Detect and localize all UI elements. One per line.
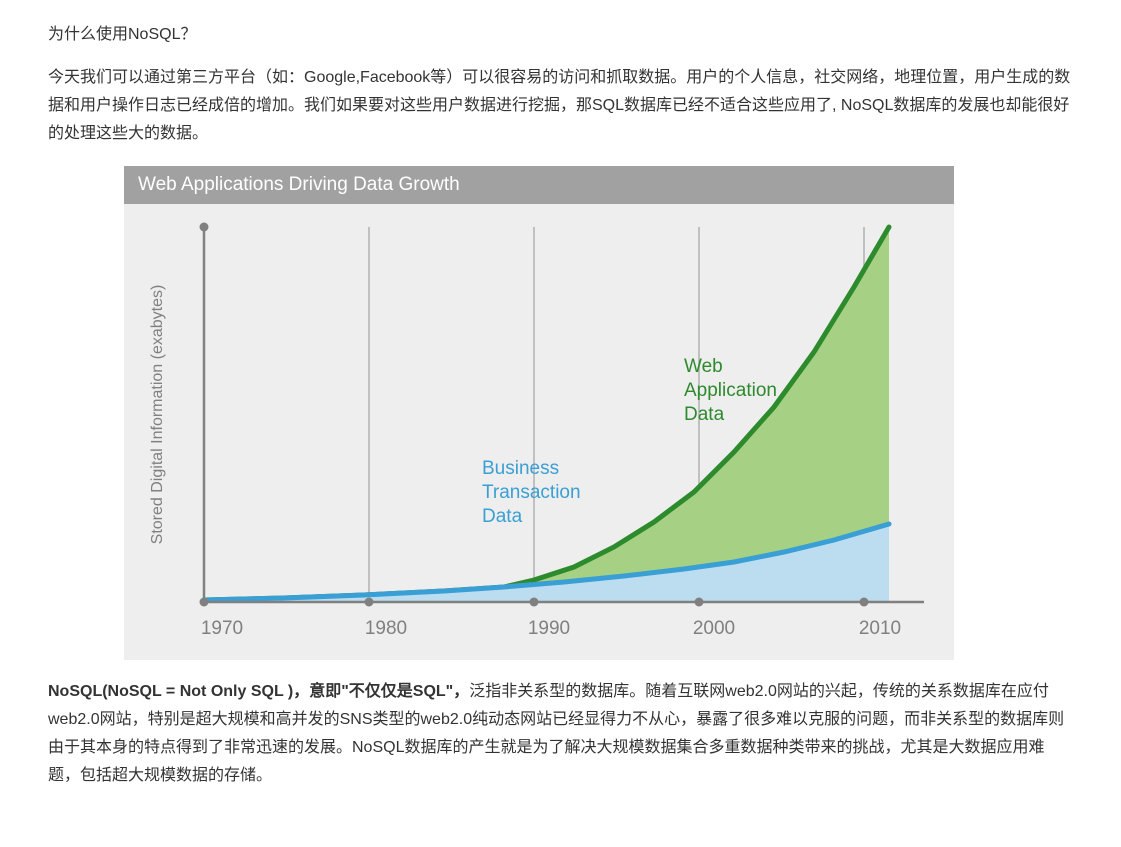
tick-dot xyxy=(860,598,869,607)
section-heading: 为什么使用NoSQL？ xyxy=(48,20,1073,44)
x-tick-label: 2010 xyxy=(859,618,901,639)
tick-dot xyxy=(530,598,539,607)
x-tick-label: 1980 xyxy=(365,618,407,639)
series-label: Transaction xyxy=(482,482,581,503)
chart-svg: Stored Digital Information (exabytes) 197… xyxy=(134,222,944,652)
x-tick-label: 1970 xyxy=(201,618,243,639)
chart-body: Stored Digital Information (exabytes) 197… xyxy=(124,204,954,660)
paragraph-intro: 今天我们可以通过第三方平台（如：Google,Facebook等）可以很容易的访… xyxy=(48,64,1073,148)
axis-dot xyxy=(200,223,209,232)
series-area xyxy=(204,227,889,602)
series-label: Data xyxy=(684,404,725,425)
series-label: Data xyxy=(482,506,523,527)
definition-bold: NoSQL(NoSQL = Not Only SQL )，意即"不仅仅是SQL"… xyxy=(48,683,469,700)
x-tick-label: 2000 xyxy=(693,618,735,639)
tick-dot xyxy=(200,598,209,607)
series-label: Application xyxy=(684,380,777,401)
y-axis-label: Stored Digital Information (exabytes) xyxy=(149,285,166,545)
tick-dot xyxy=(695,598,704,607)
series-label: Web xyxy=(684,356,723,377)
chart-title: Web Applications Driving Data Growth xyxy=(124,166,954,204)
paragraph-definition: NoSQL(NoSQL = Not Only SQL )，意即"不仅仅是SQL"… xyxy=(48,678,1073,790)
series-label: Business xyxy=(482,458,559,479)
tick-dot xyxy=(365,598,374,607)
chart-container: Web Applications Driving Data Growth Sto… xyxy=(124,166,954,660)
x-tick-label: 1990 xyxy=(528,618,570,639)
